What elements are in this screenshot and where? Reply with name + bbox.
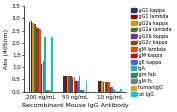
Bar: [41, 64, 42, 92]
Y-axis label: Abs (405nm): Abs (405nm): [4, 29, 9, 69]
Bar: [72, 77, 73, 92]
X-axis label: Recombinant Mouse IgG Antibody: Recombinant Mouse IgG Antibody: [22, 103, 129, 108]
Bar: [115, 91, 116, 92]
Bar: [46, 90, 48, 92]
Bar: [30, 21, 32, 92]
Bar: [34, 24, 36, 92]
Bar: [98, 81, 99, 92]
Bar: [75, 81, 77, 92]
Bar: [37, 28, 39, 92]
Bar: [65, 76, 67, 92]
Bar: [32, 23, 34, 92]
Bar: [39, 29, 41, 92]
Bar: [51, 37, 53, 92]
Bar: [79, 76, 80, 92]
Bar: [77, 81, 79, 92]
Bar: [70, 76, 72, 92]
Bar: [44, 37, 46, 92]
Bar: [74, 77, 75, 92]
Bar: [48, 90, 49, 92]
Bar: [112, 87, 113, 92]
Bar: [84, 90, 85, 92]
Bar: [49, 90, 51, 92]
Bar: [36, 27, 37, 92]
Bar: [120, 89, 122, 92]
Bar: [108, 82, 110, 92]
Bar: [106, 82, 108, 92]
Bar: [63, 76, 65, 92]
Bar: [110, 87, 111, 92]
Bar: [68, 76, 70, 92]
Bar: [67, 76, 68, 92]
Bar: [101, 81, 103, 92]
Bar: [86, 81, 87, 92]
Bar: [103, 82, 104, 92]
Bar: [118, 91, 120, 92]
Legend: IgG1 kappa, IgG1 lambda, IgG2a kappa, IgG2a lambda, IgG2b kappa, IgG2c kappa, Ig: IgG1 kappa, IgG1 lambda, IgG2a kappa, Ig…: [130, 7, 172, 98]
Bar: [113, 89, 115, 92]
Bar: [105, 82, 106, 92]
Bar: [82, 90, 84, 92]
Bar: [99, 81, 101, 92]
Bar: [29, 22, 30, 92]
Bar: [81, 90, 82, 92]
Bar: [117, 91, 118, 92]
Bar: [43, 61, 44, 92]
